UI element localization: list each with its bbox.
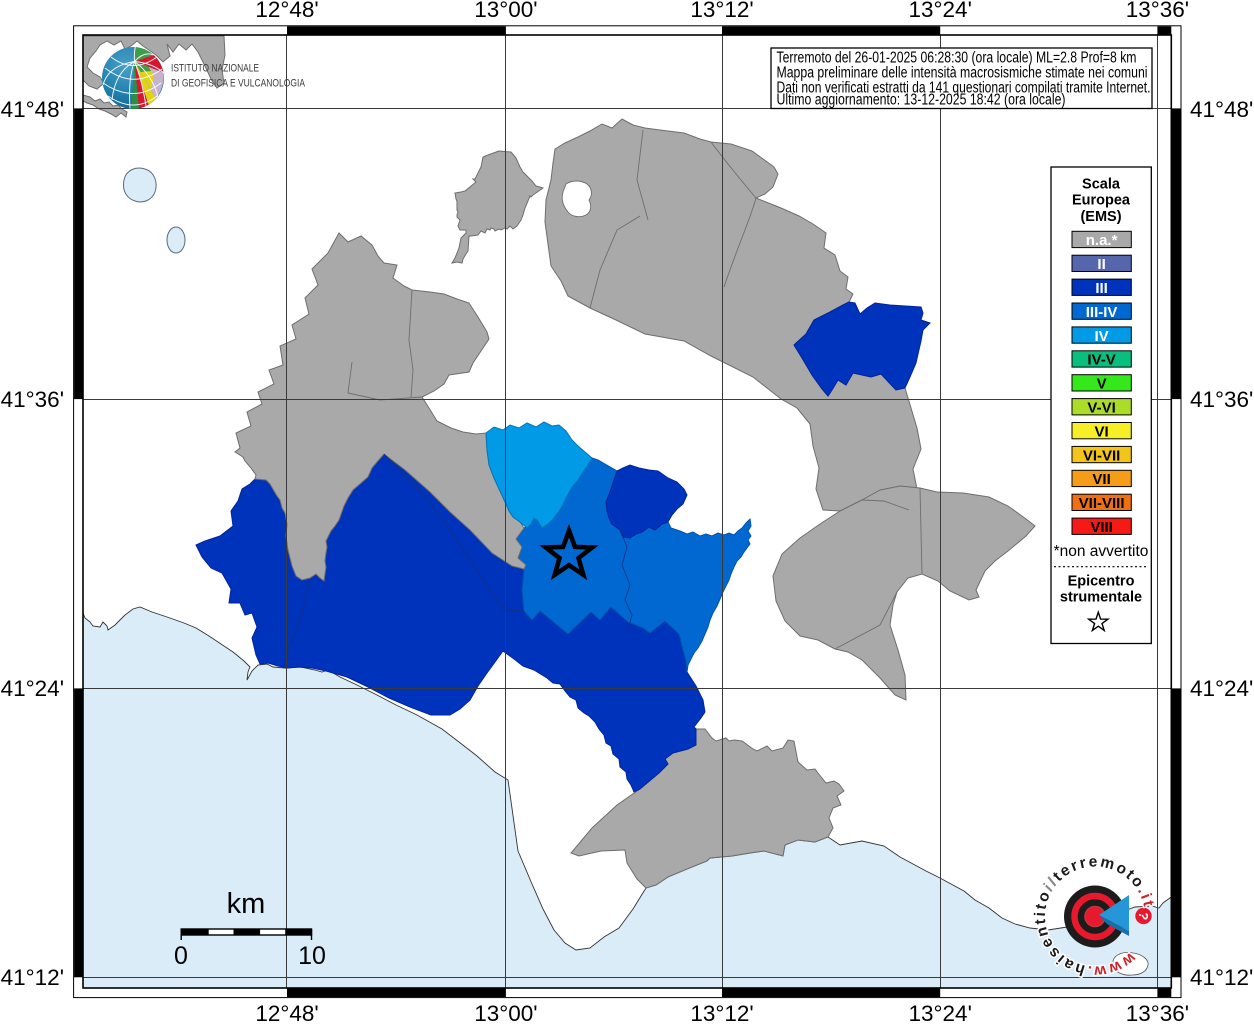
svg-text:II: II (1097, 256, 1105, 273)
svg-text:13°36': 13°36' (1126, 1001, 1189, 1024)
svg-text:n.a.*: n.a.* (1086, 232, 1118, 249)
svg-text:13°36': 13°36' (1126, 0, 1189, 22)
svg-text:12°48': 12°48' (255, 1001, 318, 1024)
svg-text:V-VI: V-VI (1087, 400, 1115, 417)
svg-text:?: ? (1135, 911, 1151, 921)
svg-text:V: V (1097, 376, 1107, 393)
svg-text:12°48': 12°48' (255, 0, 318, 22)
svg-text:III-IV: III-IV (1086, 304, 1118, 321)
svg-text:41°36': 41°36' (1190, 387, 1253, 412)
svg-text:41°24': 41°24' (1, 676, 64, 701)
svg-text:DI GEOFISICA E VULCANOLOGIA: DI GEOFISICA E VULCANOLOGIA (171, 78, 306, 90)
svg-text:VI: VI (1095, 423, 1109, 440)
svg-text:41°48': 41°48' (1190, 97, 1253, 122)
svg-text:41°12': 41°12' (1190, 965, 1253, 990)
svg-text:VII: VII (1092, 471, 1110, 488)
svg-text:41°24': 41°24' (1190, 676, 1253, 701)
svg-text:Scala: Scala (1082, 177, 1121, 193)
svg-text:(EMS): (EMS) (1080, 209, 1121, 225)
svg-text:Terremoto del 26-01-2025 06:28: Terremoto del 26-01-2025 06:28:30 (ora l… (777, 50, 1137, 67)
svg-text:Mappa preliminare delle intens: Mappa preliminare delle intensità macros… (777, 65, 1148, 82)
svg-text:IV: IV (1095, 328, 1109, 345)
svg-text:VI-VII: VI-VII (1083, 447, 1121, 464)
svg-text:strumentale: strumentale (1060, 590, 1142, 606)
svg-text:IV-V: IV-V (1087, 352, 1115, 369)
svg-text:13°12': 13°12' (690, 0, 753, 22)
svg-text:Europea: Europea (1072, 193, 1131, 209)
svg-text:41°36': 41°36' (1, 387, 64, 412)
svg-text:Epicentro: Epicentro (1068, 574, 1135, 590)
svg-text:13°00': 13°00' (474, 0, 537, 22)
svg-text:Dati non verificati estratti d: Dati non verificati estratti da 141 ques… (777, 80, 1151, 97)
svg-text:13°24': 13°24' (909, 1001, 972, 1024)
svg-text:13°12': 13°12' (690, 1001, 753, 1024)
svg-text:0: 0 (174, 942, 188, 970)
svg-text:km: km (227, 888, 266, 920)
svg-text:41°48': 41°48' (1, 97, 64, 122)
svg-text:10: 10 (298, 942, 326, 970)
svg-text:VII-VIII: VII-VIII (1079, 495, 1125, 512)
svg-text:VIII: VIII (1090, 519, 1113, 536)
svg-text:ISTITUTO NAZIONALE: ISTITUTO NAZIONALE (171, 63, 259, 75)
svg-text:41°12': 41°12' (1, 965, 64, 990)
svg-text:Ultimo aggiornamento: 13-12-20: Ultimo aggiornamento: 13-12-2025 18:42 (… (777, 92, 1066, 109)
svg-text:*non avvertito: *non avvertito (1054, 543, 1149, 560)
svg-text:13°24': 13°24' (909, 0, 972, 22)
svg-text:III: III (1095, 280, 1108, 297)
svg-text:13°00': 13°00' (474, 1001, 537, 1024)
